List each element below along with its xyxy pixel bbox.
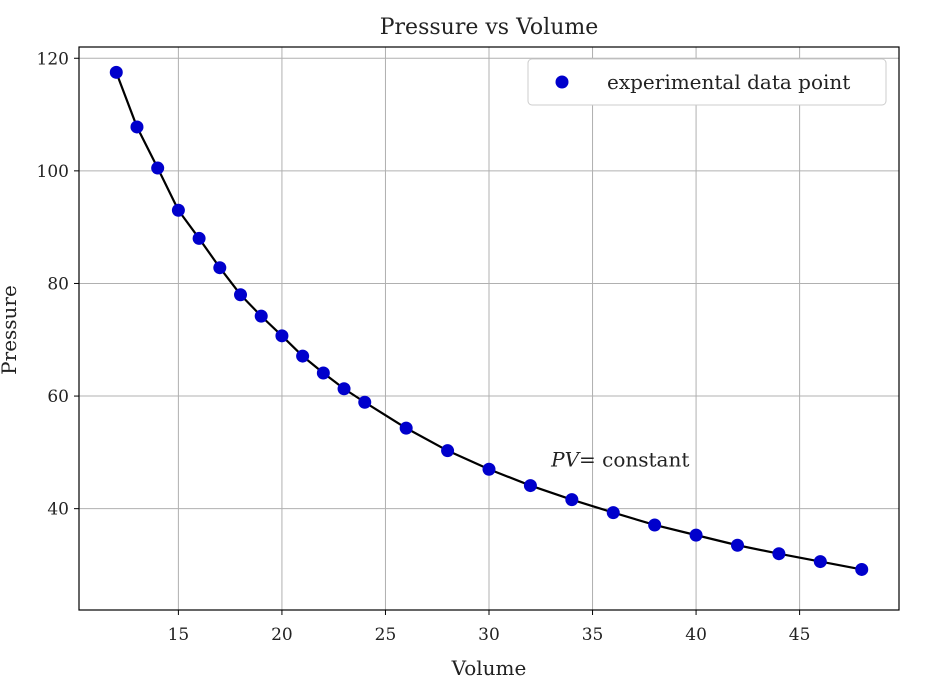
- data-point: [813, 555, 827, 569]
- data-point: [565, 493, 579, 507]
- x-tick-label: 35: [582, 625, 604, 645]
- data-point: [606, 506, 620, 520]
- x-tick-label: 40: [685, 625, 707, 645]
- data-point: [171, 203, 185, 217]
- x-axis-label: Volume: [451, 656, 527, 680]
- data-point: [358, 395, 372, 409]
- legend-marker: [555, 75, 569, 89]
- x-tick-label: 20: [271, 625, 293, 645]
- data-point: [296, 349, 310, 363]
- annotation-pv: PV: [550, 447, 581, 471]
- data-point: [772, 547, 786, 561]
- chart-title: Pressure vs Volume: [380, 15, 599, 40]
- plot-frame: [78, 46, 900, 611]
- data-point: [254, 309, 268, 323]
- data-point: [399, 421, 413, 435]
- x-ticks: 15 20 25 30 35 40 45: [168, 610, 811, 645]
- data-point: [109, 65, 123, 79]
- data-point: [441, 444, 455, 458]
- y-tick-label: 40: [47, 500, 69, 520]
- data-point: [730, 538, 744, 552]
- data-point: [192, 231, 206, 245]
- series-layer: [109, 65, 869, 576]
- x-tick-label: 25: [375, 625, 397, 645]
- annotation-pv-constant: PV= constant: [550, 447, 689, 471]
- grid: [79, 47, 899, 610]
- data-point: [316, 366, 330, 380]
- data-point: [151, 161, 165, 175]
- y-tick-label: 100: [37, 162, 69, 182]
- data-point: [213, 261, 227, 275]
- x-tick-label: 45: [789, 625, 811, 645]
- annotation-text: PV= constant: [550, 447, 689, 471]
- y-tick-label: 60: [47, 387, 69, 407]
- data-point: [855, 562, 869, 576]
- y-ticks: 40 60 80 100 120: [37, 49, 79, 520]
- data-point: [482, 462, 496, 476]
- legend-box: [527, 58, 887, 106]
- y-axis-label: Pressure: [0, 285, 21, 375]
- data-point: [648, 518, 662, 532]
- y-tick-label: 120: [37, 49, 69, 69]
- data-point: [275, 329, 289, 343]
- legend: experimental data point: [527, 58, 887, 106]
- data-point: [523, 479, 537, 493]
- data-point: [337, 382, 351, 396]
- data-point: [130, 120, 144, 134]
- y-tick-label: 80: [47, 274, 69, 294]
- x-tick-label: 30: [478, 625, 500, 645]
- data-point: [234, 288, 248, 302]
- data-point: [689, 528, 703, 542]
- annotation-constant: = constant: [579, 447, 689, 471]
- x-tick-label: 15: [168, 625, 190, 645]
- legend-label: experimental data point: [607, 70, 850, 94]
